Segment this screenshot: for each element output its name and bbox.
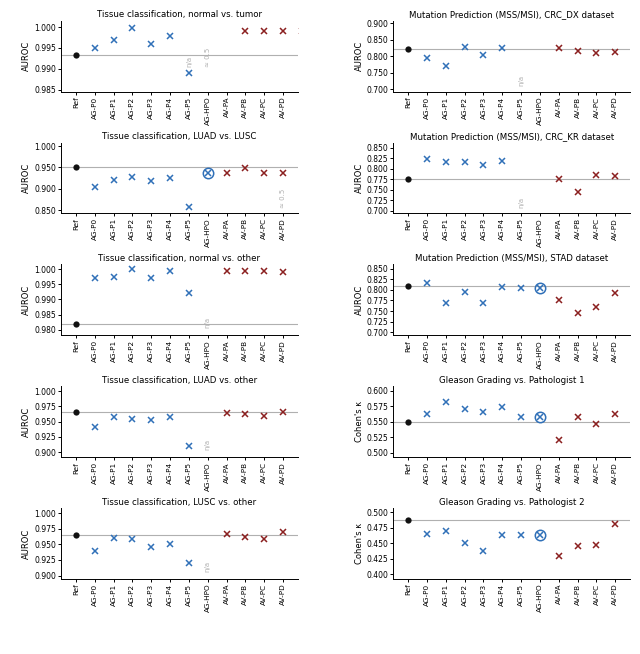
Title: Tissue classification, normal vs. other: Tissue classification, normal vs. other bbox=[99, 254, 260, 263]
Y-axis label: AUROC: AUROC bbox=[22, 528, 31, 559]
Text: n/a: n/a bbox=[518, 75, 524, 86]
Title: Tissue classification, LUAD vs. other: Tissue classification, LUAD vs. other bbox=[102, 376, 257, 385]
Y-axis label: AUROC: AUROC bbox=[22, 284, 31, 315]
Y-axis label: AUROC: AUROC bbox=[355, 163, 364, 193]
Title: Mutation Prediction (MSS/MSI), STAD dataset: Mutation Prediction (MSS/MSI), STAD data… bbox=[415, 254, 609, 263]
Text: n/a: n/a bbox=[205, 317, 211, 328]
Y-axis label: Cohen's κ: Cohen's κ bbox=[355, 401, 364, 442]
Text: n/a: n/a bbox=[518, 197, 524, 208]
Text: ≈ 0.5: ≈ 0.5 bbox=[280, 188, 286, 208]
Y-axis label: AUROC: AUROC bbox=[355, 284, 364, 315]
Title: Tissue classification, normal vs. tumor: Tissue classification, normal vs. tumor bbox=[97, 10, 262, 20]
Y-axis label: AUROC: AUROC bbox=[22, 407, 31, 437]
Y-axis label: Cohen's κ: Cohen's κ bbox=[355, 523, 364, 564]
Y-axis label: AUROC: AUROC bbox=[22, 41, 31, 71]
Y-axis label: AUROC: AUROC bbox=[355, 41, 364, 71]
Text: n/a: n/a bbox=[205, 560, 211, 572]
Text: n/a: n/a bbox=[186, 56, 192, 67]
Title: Mutation Prediction (MSS/MSI), CRC_KR dataset: Mutation Prediction (MSS/MSI), CRC_KR da… bbox=[410, 132, 614, 141]
Title: Tissue classification, LUSC vs. other: Tissue classification, LUSC vs. other bbox=[102, 498, 257, 507]
Title: Gleason Grading vs. Pathologist 2: Gleason Grading vs. Pathologist 2 bbox=[439, 498, 584, 507]
Title: Mutation Prediction (MSS/MSI), CRC_DX dataset: Mutation Prediction (MSS/MSI), CRC_DX da… bbox=[409, 10, 614, 20]
Y-axis label: AUROC: AUROC bbox=[22, 163, 31, 193]
Title: Tissue classification, LUAD vs. LUSC: Tissue classification, LUAD vs. LUSC bbox=[102, 132, 257, 141]
Text: ≈ 0.5: ≈ 0.5 bbox=[205, 48, 211, 67]
Title: Gleason Grading vs. Pathologist 1: Gleason Grading vs. Pathologist 1 bbox=[439, 376, 584, 385]
Text: n/a: n/a bbox=[205, 439, 211, 450]
